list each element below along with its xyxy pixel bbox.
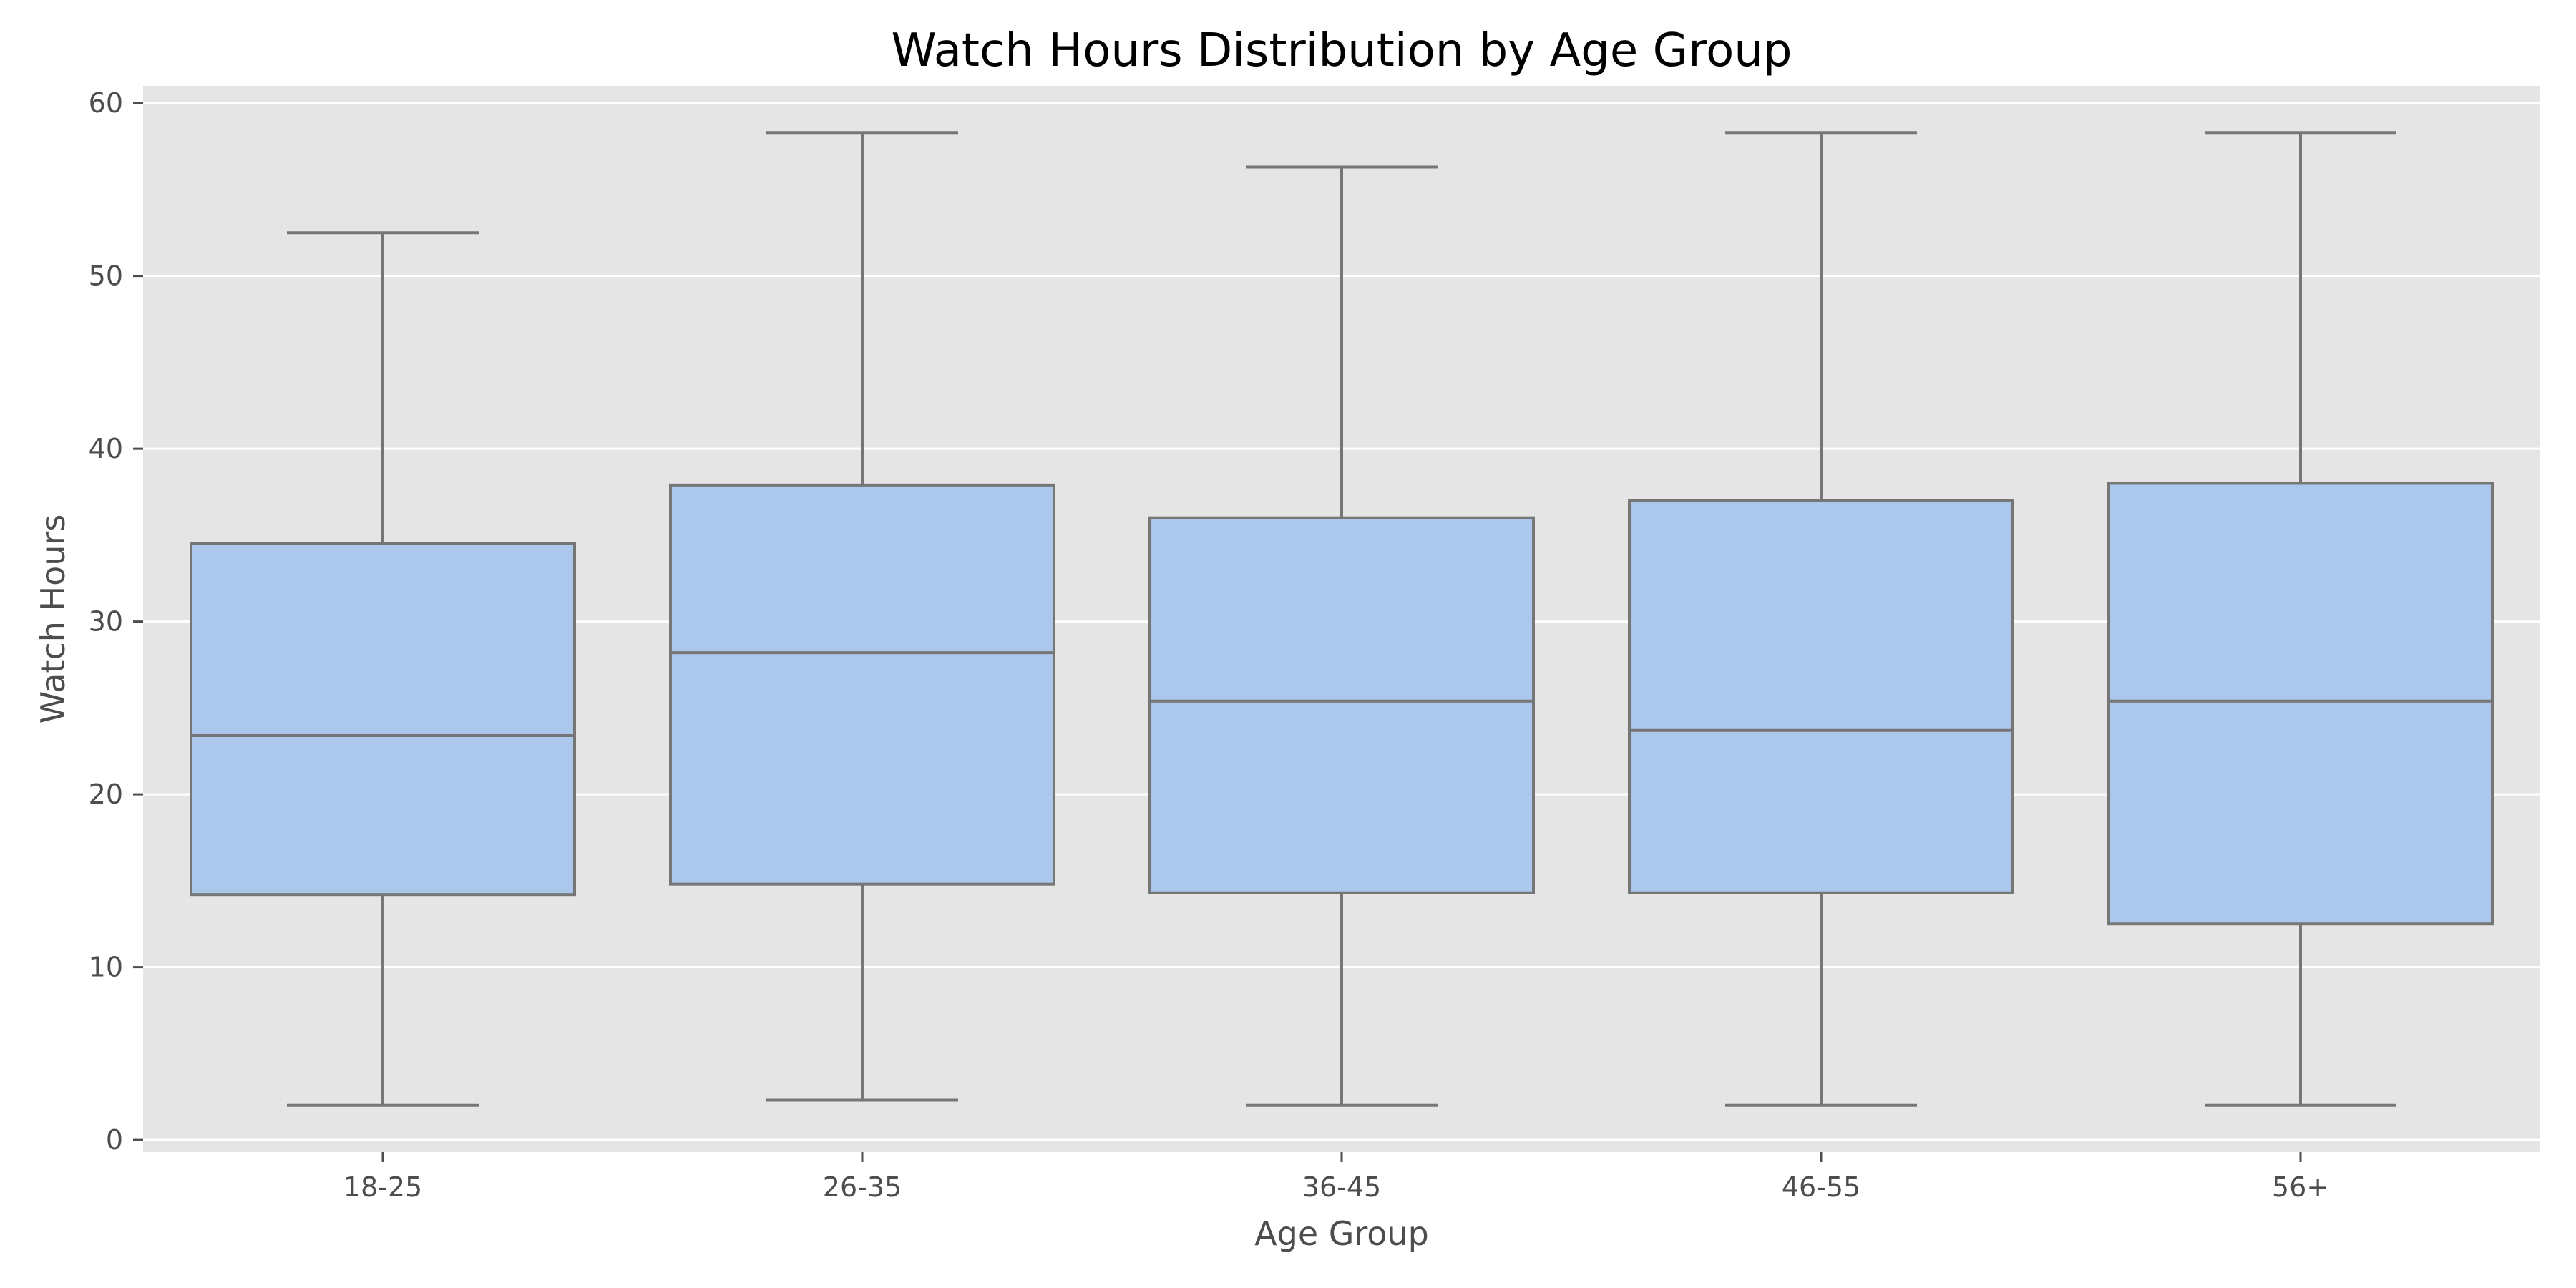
y-tick-label: 50 bbox=[89, 260, 123, 292]
box-body bbox=[1628, 499, 2014, 894]
x-tick-label: 56+ bbox=[2272, 1171, 2329, 1203]
y-axis: 0 10 20 30 40 50 60 bbox=[89, 87, 143, 1156]
chart-title: Watch Hours Distribution by Age Group bbox=[892, 24, 1792, 77]
x-tick-label: 18-25 bbox=[343, 1171, 422, 1203]
box-18-25 bbox=[190, 231, 576, 1107]
box-body bbox=[190, 542, 576, 897]
boxes bbox=[190, 131, 2494, 1107]
box-body bbox=[2107, 482, 2494, 926]
box-body bbox=[669, 483, 1055, 886]
y-tick-label: 40 bbox=[89, 433, 123, 464]
x-tick-label: 26-35 bbox=[823, 1171, 902, 1203]
box-46-55 bbox=[1628, 131, 2014, 1107]
y-tick-label: 10 bbox=[89, 952, 123, 983]
box-26-35 bbox=[669, 131, 1055, 1102]
x-axis-label: Age Group bbox=[1254, 1214, 1429, 1253]
box-body bbox=[1148, 516, 1535, 894]
y-tick-label: 20 bbox=[89, 779, 123, 810]
y-tick-label: 60 bbox=[89, 87, 123, 119]
x-axis: 18-25 26-35 36-45 46-55 56+ bbox=[343, 1152, 2329, 1203]
y-tick-label: 0 bbox=[106, 1124, 123, 1156]
x-tick-label: 46-55 bbox=[1782, 1171, 1860, 1203]
box-56+ bbox=[2107, 131, 2494, 1107]
y-tick-label: 30 bbox=[89, 606, 123, 638]
y-axis-label: Watch Hours bbox=[34, 514, 72, 724]
x-tick-label: 36-45 bbox=[1302, 1171, 1381, 1203]
box-36-45 bbox=[1148, 165, 1535, 1107]
